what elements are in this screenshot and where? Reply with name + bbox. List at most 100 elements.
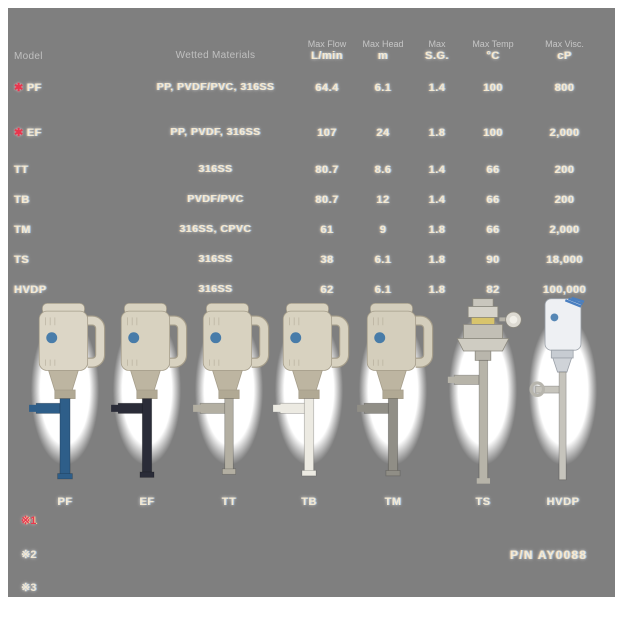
header-sg: Max S.G.: [424, 39, 449, 62]
cell-visc: 100,000: [542, 284, 587, 296]
pump-slot: TT: [186, 294, 272, 508]
new-mark-icon: ✱: [14, 82, 24, 94]
cell-sg: 1.4: [428, 194, 446, 206]
table-header-row: Model Wetted Materials Max Flow L/min Ma…: [8, 12, 607, 65]
cell-sg: 1.8: [428, 254, 446, 266]
pump-image: [29, 302, 106, 480]
pump-slot: TS: [440, 294, 526, 508]
pump-model-label: EF: [139, 496, 155, 508]
cell-head: 12: [376, 194, 390, 206]
pump-slot: TM: [350, 294, 436, 508]
cell-model: TT: [14, 164, 29, 176]
pump-image: [273, 302, 350, 477]
table-row: HVDP 316SS 62 6.1 1.8 82 100,000: [8, 275, 607, 305]
new-mark-icon: ✱: [14, 127, 24, 139]
cell-sg: 1.8: [428, 284, 446, 296]
table-row: TT 316SS 80.7 8.6 1.4 66 200: [8, 155, 607, 185]
cell-flow: 80.7: [315, 194, 339, 206]
cell-head: 6.1: [374, 81, 392, 94]
fti-logo: [128, 332, 140, 344]
header-model: Model: [14, 51, 43, 62]
transparent-background-area: Model Wetted Materials Max Flow L/min Ma…: [8, 8, 615, 597]
cell-model: TM: [14, 224, 31, 236]
table-row: ✱ PF PP, PVDF/PVC, 316SS 64.4 6.1 1.4 100 800: [8, 65, 607, 110]
cell-temp: 90: [486, 254, 500, 266]
cell-sg: 1.8: [428, 224, 446, 236]
cell-head: 6.1: [374, 254, 392, 266]
pump-image: [111, 302, 188, 478]
cell-temp: 66: [486, 164, 500, 176]
cell-head: 6.1: [374, 284, 392, 296]
cell-flow: 61: [320, 224, 334, 236]
cell-temp: 66: [486, 194, 500, 206]
header-head: Max Head m: [362, 39, 404, 62]
cell-sg: 1.8: [428, 126, 446, 139]
cell-head: 9: [379, 224, 387, 236]
table-row: TB PVDF/PVC 80.7 12 1.4 66 200: [8, 185, 607, 215]
header-viscosity: Max Visc. cP: [545, 39, 584, 62]
cell-flow: 38: [320, 254, 334, 266]
fti-logo: [374, 332, 386, 344]
pump-model-label: TB: [301, 496, 317, 508]
header-materials: Wetted Materials: [175, 49, 256, 61]
cell-materials: PP, PVDF/PVC, 316SS: [156, 80, 275, 93]
cell-visc: 18,000: [546, 254, 583, 266]
cell-visc: 2,000: [549, 224, 580, 236]
fti-logo: [290, 332, 302, 344]
cell-model: HVDP: [14, 284, 47, 296]
cell-temp: 100: [483, 126, 503, 139]
pump-model-label: TS: [475, 496, 491, 508]
fti-logo: [46, 332, 58, 344]
cell-sg: 1.4: [428, 164, 446, 176]
cell-flow: 80.7: [315, 164, 339, 176]
pump-image: [447, 298, 522, 484]
cell-visc: 200: [554, 194, 575, 206]
cell-visc: 200: [554, 164, 575, 176]
pump-image: [193, 302, 270, 475]
pump-slot: TB: [266, 294, 352, 508]
pump-image: [529, 296, 585, 481]
cell-head: 24: [376, 126, 390, 139]
cell-temp: 82: [486, 284, 500, 296]
table-rows: ✱ PF PP, PVDF/PVC, 316SS 64.4 6.1 1.4 100 800 ✱ E…: [8, 65, 607, 305]
cell-materials: 316SS: [198, 253, 233, 266]
cell-materials: 316SS, CPVC: [179, 223, 252, 236]
cell-visc: 2,000: [549, 126, 580, 139]
cell-model: ✱ EF: [14, 127, 42, 139]
part-number: P/N AY0088: [510, 548, 588, 562]
pump-slot: PF: [22, 294, 108, 508]
footnote-mark: ※1: [21, 515, 37, 527]
cell-temp: 66: [486, 224, 500, 236]
cell-visc: 800: [554, 81, 575, 94]
cell-model: TS: [14, 254, 30, 266]
cell-materials: 316SS: [198, 163, 233, 176]
cell-sg: 1.4: [428, 81, 446, 94]
pump-model-label: TT: [221, 496, 237, 508]
pump-model-label: TM: [384, 496, 402, 508]
cell-model: TB: [14, 194, 30, 206]
table-row: ✱ EF PP, PVDF, 316SS 107 24 1.8 100 2,000: [8, 110, 607, 155]
footnote-mark: ※3: [21, 582, 37, 594]
cell-flow: 62: [320, 284, 334, 296]
cell-materials: 316SS: [198, 283, 233, 296]
pump-slot: HVDP: [520, 294, 606, 508]
fti-logo: [210, 332, 222, 344]
fti-logo: [550, 313, 559, 322]
cell-model: ✱ PF: [14, 82, 42, 94]
cell-flow: 64.4: [315, 81, 339, 94]
cell-temp: 100: [483, 81, 503, 94]
cell-head: 8.6: [374, 164, 392, 176]
cell-materials: PP, PVDF, 316SS: [170, 125, 261, 138]
pump-model-label: PF: [57, 496, 73, 508]
cell-flow: 107: [317, 126, 337, 139]
cell-materials: PVDF/PVC: [187, 193, 244, 206]
pump-slot: EF: [104, 294, 190, 508]
footnote-mark: ※2: [21, 549, 37, 561]
pump-model-label: HVDP: [546, 496, 580, 508]
pump-image: [357, 302, 434, 477]
header-flow: Max Flow L/min: [307, 39, 347, 62]
table-row: TS 316SS 38 6.1 1.8 90 18,000: [8, 245, 607, 275]
header-temp: Max Temp °C: [472, 39, 514, 62]
spec-table: Model Wetted Materials Max Flow L/min Ma…: [8, 12, 607, 305]
table-row: TM 316SS, CPVC 61 9 1.8 66 2,000: [8, 215, 607, 245]
